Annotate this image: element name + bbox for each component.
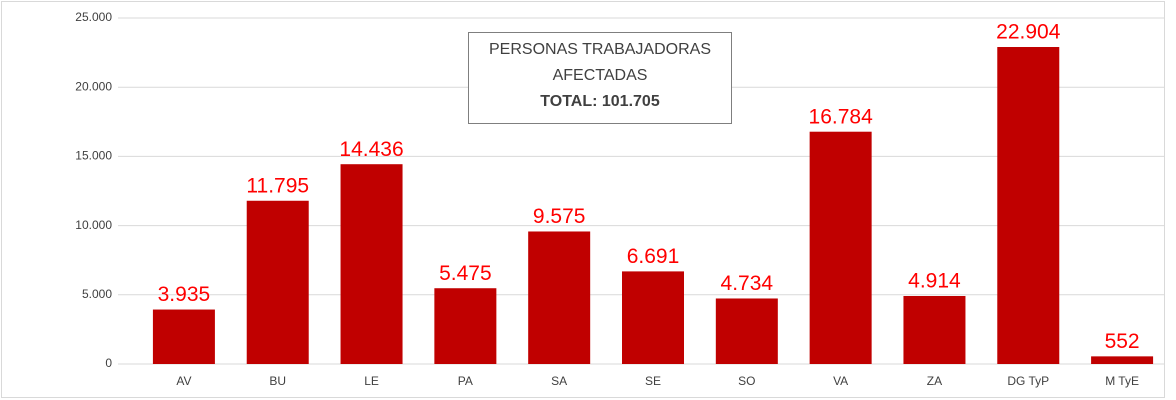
x-tick-label: SE — [645, 374, 661, 388]
value-label: 552 — [1105, 330, 1140, 353]
bar — [903, 295, 966, 364]
y-tick-label: 20.000 — [75, 79, 112, 93]
annotation-box — [468, 32, 732, 124]
y-tick-label: 15.000 — [75, 149, 112, 163]
x-tick-label: DG TyP — [1007, 374, 1049, 388]
value-label: 3.935 — [158, 283, 211, 306]
x-tick-label: SO — [738, 374, 755, 388]
value-label: 14.436 — [339, 138, 403, 161]
bar — [1091, 356, 1154, 364]
bar — [340, 164, 403, 364]
x-tick-label: AV — [176, 374, 191, 388]
x-tick-label: PA — [458, 374, 473, 388]
x-tick-label: SA — [551, 374, 567, 388]
value-label: 11.795 — [246, 174, 309, 197]
annotation-line: PERSONAS TRABAJADORAS — [489, 41, 711, 58]
bar — [715, 298, 778, 364]
x-tick-label: BU — [269, 374, 286, 388]
x-tick-label: LE — [364, 374, 379, 388]
value-label: 6.691 — [627, 245, 680, 268]
value-label: 4.734 — [721, 272, 774, 295]
y-tick-label: 5.000 — [82, 287, 112, 301]
value-label: 22.904 — [996, 21, 1061, 44]
x-tick-label: ZA — [927, 374, 942, 388]
annotation-line: TOTAL: 101.705 — [540, 93, 660, 110]
x-tick-label: VA — [833, 374, 848, 388]
y-tick-label: 10.000 — [75, 218, 112, 232]
value-label: 9.575 — [533, 205, 586, 228]
bar — [809, 131, 872, 364]
bar — [528, 231, 591, 364]
bar — [246, 200, 309, 364]
value-label: 4.914 — [908, 270, 961, 293]
bar — [152, 309, 215, 364]
value-label: 16.784 — [809, 105, 874, 128]
y-tick-label: 0 — [105, 356, 112, 370]
y-tick-label: 25.000 — [75, 10, 112, 24]
annotation-line: AFECTADAS — [553, 67, 648, 84]
x-tick-label: M TyE — [1105, 374, 1139, 388]
bar — [434, 288, 497, 364]
bar — [622, 271, 684, 364]
bar — [997, 47, 1060, 365]
value-label: 5.475 — [439, 262, 492, 285]
